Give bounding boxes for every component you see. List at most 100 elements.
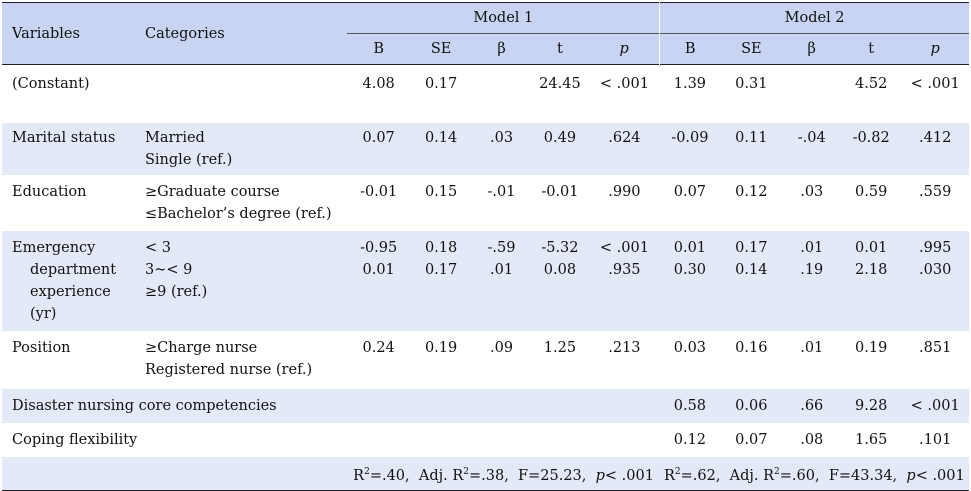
cell: 0.31 (735, 76, 768, 92)
cat-line: ≥Charge nurse (144, 339, 258, 356)
var-cell: Position (12, 339, 71, 356)
cell: 0.18 0.17 (424, 239, 458, 278)
cat-cell: ≥Charge nurse Registered nurse (ref.) (141, 331, 347, 389)
cat-line: ≥9 (ref.) (144, 283, 208, 300)
cell: < .001 (910, 76, 960, 92)
cell: < .001 (910, 397, 960, 414)
header-row-cols: B SE β t p B SE β t p (2, 33, 969, 65)
cell (472, 65, 530, 117)
col-b-m1: B (347, 33, 410, 65)
table-row: Marital status Married Single (ref.) 0.07… (2, 122, 969, 175)
cell: 0.01 2.18 (855, 239, 888, 278)
cell: 0.07 (362, 129, 395, 146)
cell: .851 (919, 339, 952, 356)
cell: 1.65 (855, 431, 888, 448)
cell: .412 (919, 129, 952, 146)
cell: 0.19 (424, 339, 458, 356)
col-t-m1: t (530, 33, 590, 65)
cell: 0.49 (543, 129, 577, 146)
cat-line: Registered nurse (ref.) (144, 361, 313, 378)
col-se-m2: SE (720, 33, 783, 65)
col-beta-m2: β (782, 33, 841, 65)
cell: -.01 (487, 183, 516, 200)
var-cell: Marital status (12, 129, 116, 146)
cell: < .001.935 (599, 239, 649, 278)
cell: .101 (919, 431, 952, 448)
cat-line: Married (144, 129, 205, 146)
cell: 0.12 (735, 183, 768, 200)
cell: 0.12 (673, 431, 707, 448)
var-cell: Disaster nursing core competencies (12, 397, 277, 414)
cell: 0.07 (735, 431, 768, 448)
cell: 0.03 (673, 339, 707, 356)
cell: .559 (919, 183, 952, 200)
var-cell: Coping flexibility (12, 431, 138, 448)
cell: .990 (608, 183, 641, 200)
cat-line: ≥Graduate course (144, 183, 280, 200)
var-line: department (30, 261, 117, 278)
cell: 0.17 (424, 76, 458, 92)
cell: 24.45 (539, 76, 581, 92)
cell: 0.14 (424, 129, 458, 146)
cell (783, 65, 841, 117)
table-row: Coping flexibility 0.12 0.07 .08 1.65 .1… (2, 423, 969, 457)
model-fit-row: R2=.40, Adj. R2=.38, F=25.23, p< .001 R2… (2, 456, 969, 491)
categories-header: Categories (140, 2, 348, 65)
cell: 0.58 (673, 397, 707, 414)
cat-line: < 3 (144, 239, 171, 256)
col-beta-m1: β (472, 33, 531, 65)
cell: 0.15 (424, 183, 458, 200)
var-cell: (Constant) (12, 76, 90, 92)
var-cell: Emergency department experience (yr) (2, 231, 141, 331)
cell: 0.07 (673, 183, 707, 200)
cell: -5.32 0.08 (541, 239, 579, 278)
cell: -0.09 (671, 129, 709, 146)
cell: 0.01 0.30 (673, 239, 707, 278)
var-line: experience (yr) (30, 283, 111, 322)
col-p-m2: p (901, 33, 969, 65)
cell: .213 (608, 339, 641, 356)
cell: -0.01 (541, 183, 579, 200)
cell: 9.28 (855, 397, 888, 414)
cat-cell: < 3 3~< 9 ≥9 (ref.) (141, 231, 347, 331)
cell: .995.030 (919, 239, 952, 278)
model1-fit: R2=.40, Adj. R2=.38, F=25.23, p< .001 (353, 466, 654, 484)
cell: 0.06 (735, 397, 768, 414)
table-row: Education ≥Graduate course ≤Bachelor’s de… (2, 175, 969, 231)
cell: 0.24 (362, 339, 395, 356)
cat-cell: Married Single (ref.) (141, 123, 347, 175)
cell: -.04 (797, 129, 826, 146)
cell: 1.39 (673, 76, 707, 92)
cell: 0.17 0.14 (735, 239, 768, 278)
cell: 0.59 (855, 183, 888, 200)
cell: 4.08 (362, 76, 395, 92)
cell: .03 (800, 183, 824, 200)
cell: .624 (608, 129, 641, 146)
col-b-m2: B (659, 33, 721, 65)
cell: 0.11 (735, 129, 768, 146)
cell: .03 (489, 129, 514, 146)
var-cell: Education (12, 183, 87, 200)
cell: -0.82 (852, 129, 890, 146)
col-se-m1: SE (409, 33, 473, 65)
cell: 0.16 (735, 339, 768, 356)
col-p-m1: p (589, 33, 660, 65)
cell: -.59.01 (487, 239, 516, 278)
cell: .01.19 (800, 239, 824, 278)
model1-header: Model 1 (473, 10, 534, 26)
var-line: Emergency (12, 239, 96, 256)
model2-header: Model 2 (659, 2, 969, 34)
cell: .01 (800, 339, 824, 356)
cell: < .001 (599, 76, 649, 92)
table-row: Disaster nursing core competencies 0.58 … (2, 388, 969, 423)
model2-fit: R2=.62, Adj. R2=.60, F=43.34, p< .001 (663, 466, 965, 484)
cell: 0.19 (855, 339, 888, 356)
cell: -0.01 (360, 183, 398, 200)
cell: .08 (800, 431, 824, 448)
cell: .66 (800, 397, 824, 414)
table-row: (Constant) 4.08 0.17 24.45 < .001 1.39 0… (2, 65, 969, 117)
cell: 1.25 (543, 339, 577, 356)
variables-header: Variables (2, 2, 141, 65)
cat-line: ≤Bachelor’s degree (ref.) (144, 205, 332, 222)
